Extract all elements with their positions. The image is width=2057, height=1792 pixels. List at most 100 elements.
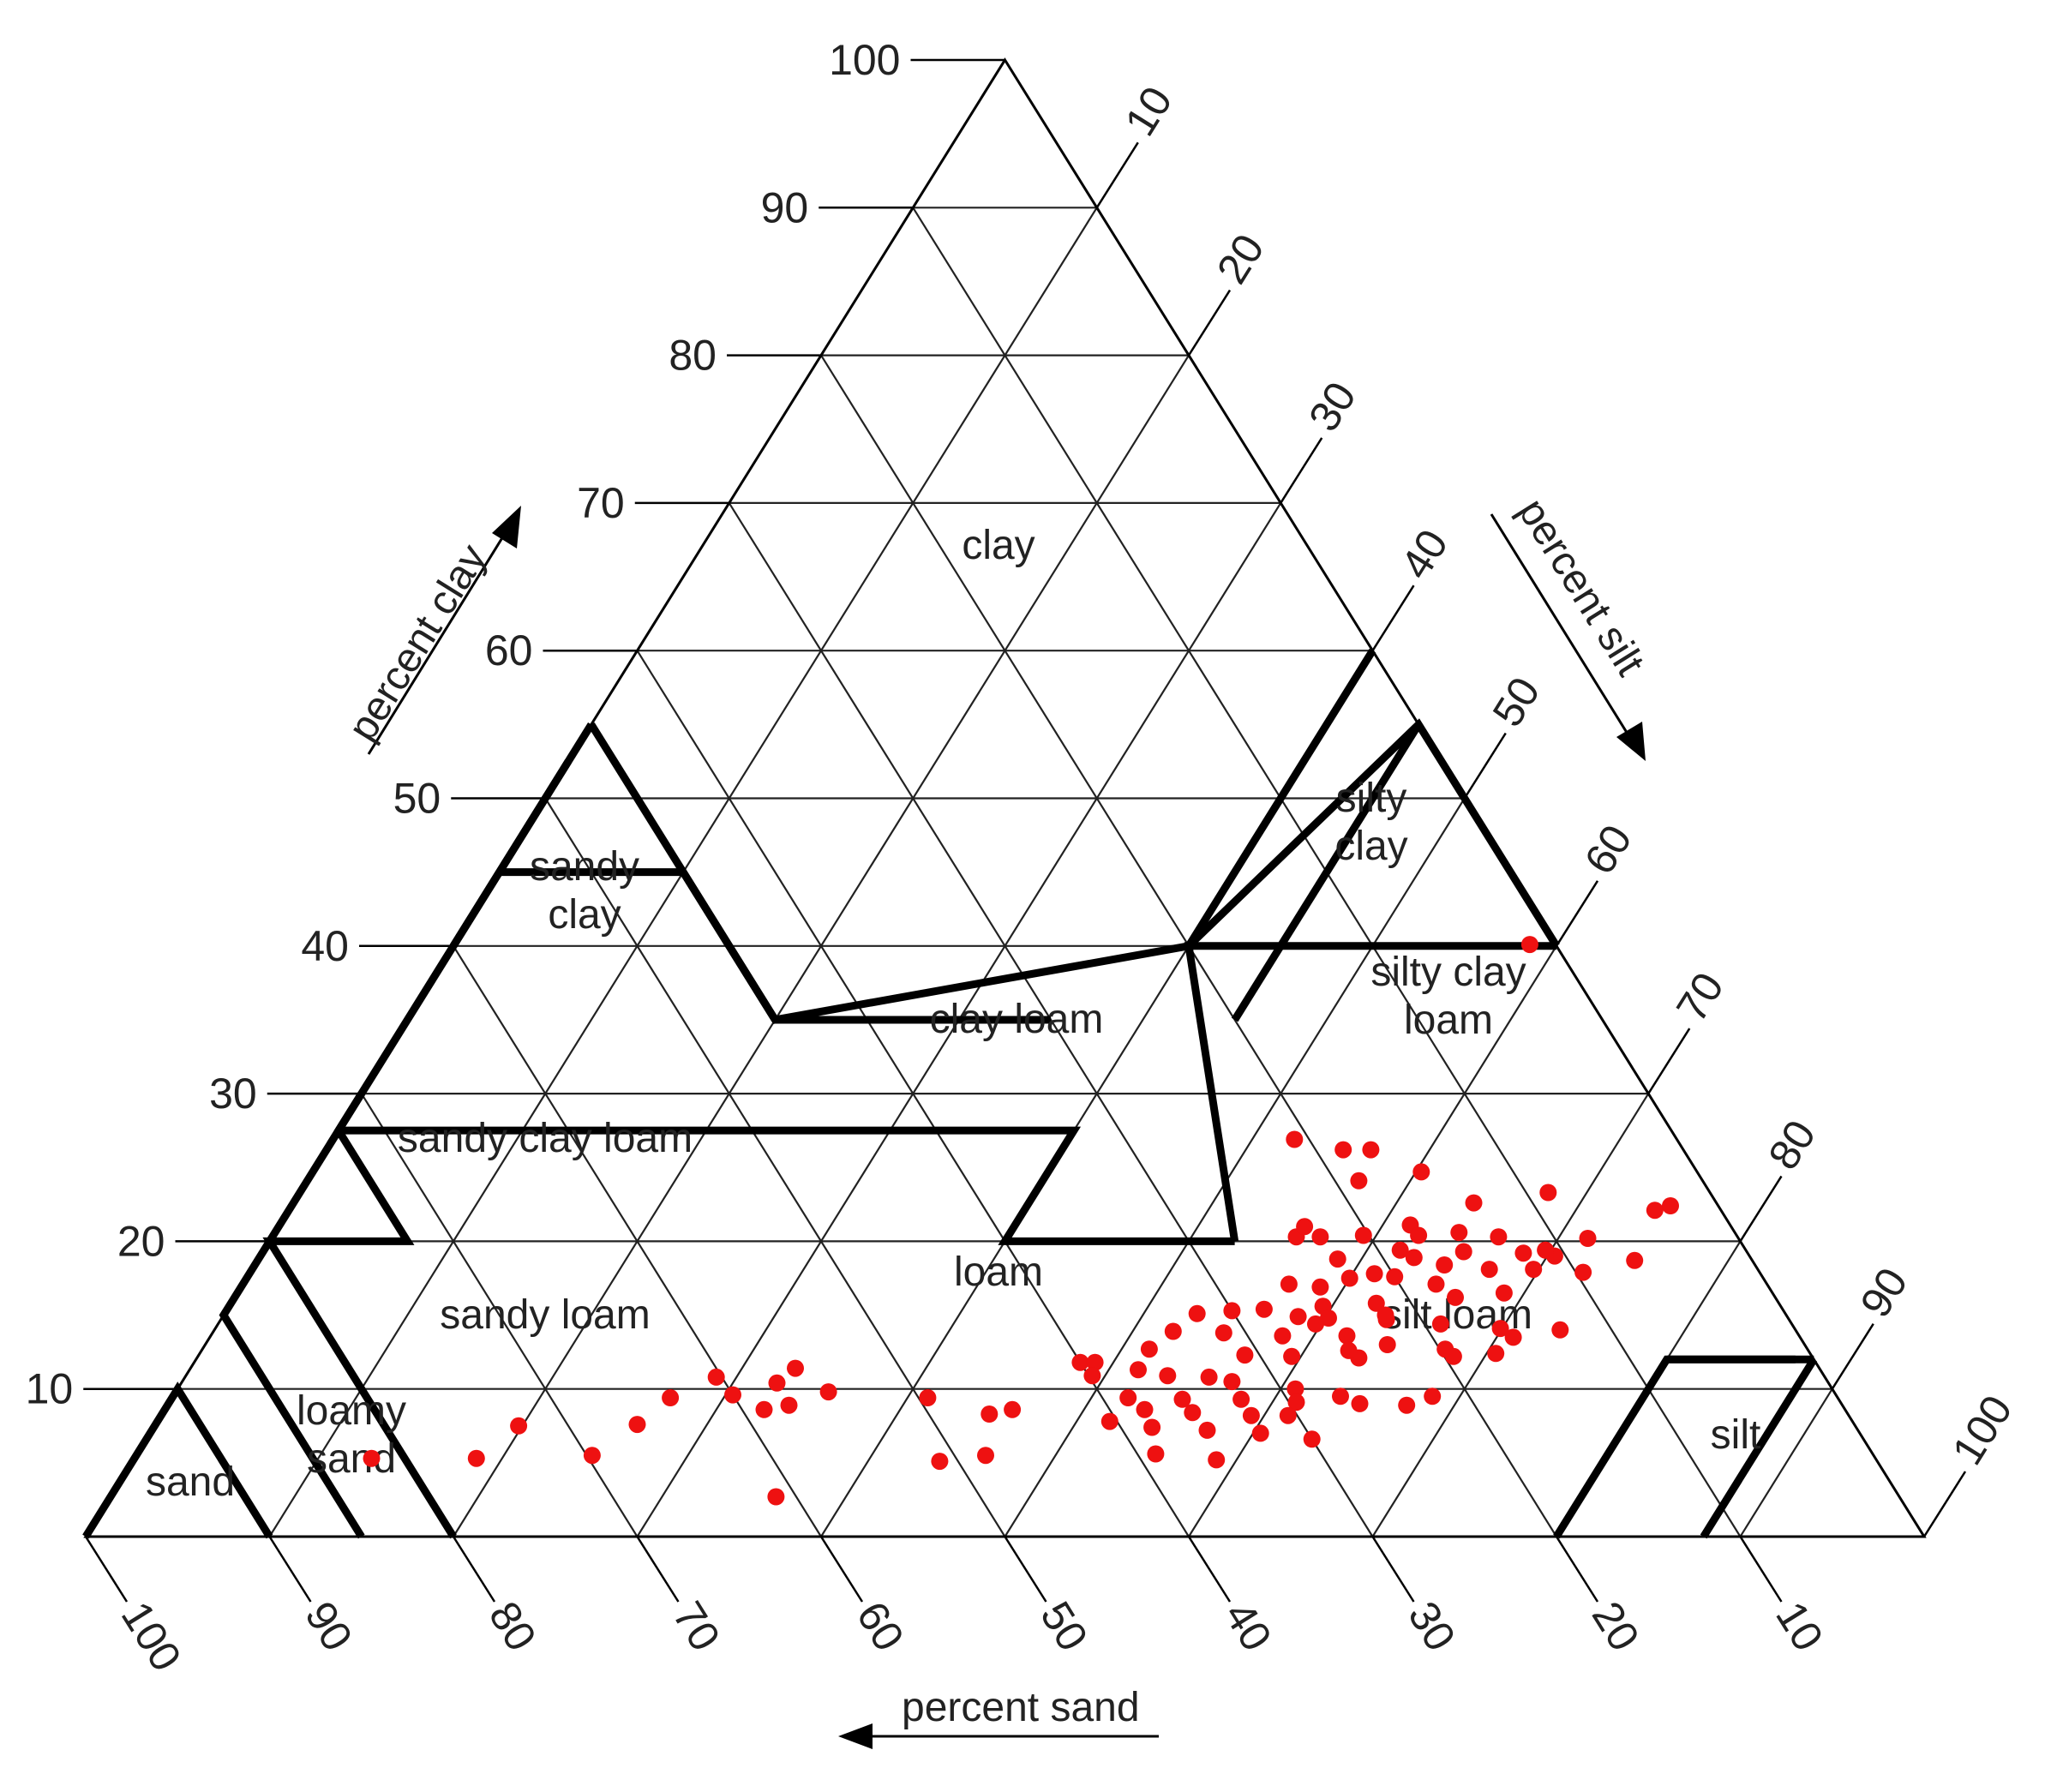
sample-point-111 (1340, 1341, 1358, 1359)
sand-tick-label-80: 80 (480, 1593, 546, 1659)
sand-tick-label-60: 60 (848, 1593, 914, 1659)
silt-tick-mark-50 (1463, 732, 1507, 800)
silt-tick-mark-70 (1647, 1028, 1691, 1094)
sample-point-67 (1136, 1400, 1154, 1418)
sand-tick-label-70: 70 (663, 1593, 729, 1659)
sample-point-69 (1242, 1406, 1260, 1424)
sample-point-105 (1626, 1251, 1644, 1269)
sample-point-106 (1537, 1241, 1555, 1259)
grid-lines (177, 207, 1833, 1537)
class-boundary-9 (338, 1126, 1235, 1245)
sand-tick-mark-50 (1004, 1536, 1047, 1603)
silt-tick-mark-100 (1922, 1471, 1967, 1537)
sample-point-59 (1332, 1387, 1349, 1405)
sample-point-44 (1274, 1327, 1292, 1345)
grid-line-sand-50 (544, 797, 1006, 1537)
silt-tick-mark-60 (1555, 880, 1599, 947)
grid-line-silt-50 (1004, 797, 1466, 1537)
region-label-sandy-clay-loam-0: sandy clay loam (398, 1116, 693, 1161)
sample-point-58 (1286, 1380, 1304, 1398)
clay-tick-label-40: 40 (301, 922, 349, 970)
sample-point-3 (1362, 1141, 1380, 1159)
sample-point-23 (1525, 1261, 1543, 1279)
region-label-clay-loam-0: clay loam (930, 997, 1104, 1042)
sample-point-25 (1365, 1265, 1383, 1283)
sample-point-107 (1279, 1406, 1297, 1424)
silt-tick-mark-80 (1739, 1175, 1783, 1243)
sand-tick-mark-100 (84, 1536, 129, 1603)
sample-point-32 (1367, 1294, 1385, 1312)
clay-tick-label-70: 70 (577, 479, 625, 527)
clay-tick-label-90: 90 (761, 183, 809, 231)
sample-point-96 (1444, 1347, 1462, 1365)
silt-axis-arrow-line (1490, 513, 1634, 743)
sample-point-101 (1662, 1197, 1679, 1214)
silt-tick-label-100: 100 (1943, 1387, 2022, 1472)
silt-tick-label-20: 20 (1208, 226, 1274, 292)
sample-point-27 (1340, 1269, 1358, 1287)
sample-point-40 (1431, 1315, 1449, 1333)
silt-tick-label-10: 10 (1116, 78, 1182, 144)
sample-point-76 (1208, 1451, 1226, 1469)
sample-point-29 (1280, 1275, 1298, 1293)
sample-point-63 (1232, 1390, 1250, 1408)
sample-point-46 (1378, 1336, 1396, 1353)
sample-point-0 (1520, 936, 1538, 954)
sand-tick-label-30: 30 (1399, 1593, 1465, 1659)
sample-point-37 (1289, 1308, 1307, 1326)
sand-tick-mark-10 (1739, 1536, 1783, 1603)
sample-point-77 (819, 1383, 837, 1401)
sample-point-102 (1350, 1172, 1368, 1190)
sample-point-28 (1427, 1275, 1445, 1293)
silt-tick-label-90: 90 (1851, 1260, 1917, 1326)
clay-tick-label-20: 20 (117, 1217, 165, 1265)
sample-point-89 (510, 1417, 528, 1435)
sample-point-62 (1173, 1390, 1191, 1408)
sample-point-4 (1412, 1163, 1430, 1181)
sample-point-64 (1287, 1393, 1305, 1411)
class-boundary-10 (1184, 942, 1556, 1243)
class-boundary-6 (588, 648, 1376, 1024)
sand-tick-mark-80 (452, 1536, 496, 1603)
region-label-silty-clay-loam-0: silty clay (1370, 950, 1526, 995)
sample-point-91 (628, 1416, 646, 1434)
sample-point-50 (1283, 1347, 1301, 1365)
sand-tick-label-20: 20 (1583, 1593, 1649, 1659)
sand-tick-mark-40 (1187, 1536, 1232, 1603)
sample-point-104 (1551, 1321, 1569, 1339)
silt-tick-mark-90 (1831, 1323, 1874, 1390)
sample-point-24 (1574, 1263, 1592, 1281)
region-label-silty-clay-0: silty (1336, 776, 1407, 821)
sample-point-13 (1311, 1228, 1329, 1246)
sample-point-15 (1391, 1241, 1409, 1259)
region-label-clay-0: clay (962, 523, 1034, 568)
sample-point-79 (1004, 1400, 1022, 1418)
sample-point-100 (1539, 1184, 1557, 1202)
grid-line-silt-90 (1739, 1388, 1833, 1537)
sample-point-80 (981, 1405, 999, 1423)
sample-point-60 (1424, 1387, 1442, 1405)
sample-point-8 (1490, 1228, 1508, 1246)
clay-tick-label-30: 30 (209, 1070, 257, 1118)
silt-tick-label-50: 50 (1484, 668, 1550, 734)
clay-axis-title: percent clay (339, 536, 495, 749)
sample-point-1 (1286, 1130, 1304, 1148)
sample-point-19 (1405, 1249, 1423, 1267)
sample-point-17 (1514, 1244, 1532, 1262)
grid-line-silt-60 (1188, 945, 1557, 1537)
silt-tick-label-80: 80 (1759, 1112, 1825, 1178)
sample-point-83 (707, 1368, 725, 1386)
sample-point-66 (1398, 1396, 1416, 1414)
silt-tick-mark-40 (1371, 584, 1415, 651)
sample-point-93 (780, 1396, 798, 1414)
sample-point-11 (1410, 1226, 1428, 1244)
sample-point-52 (1071, 1353, 1089, 1371)
sample-point-56 (1200, 1368, 1218, 1386)
sample-point-82 (787, 1359, 804, 1377)
sample-point-53 (1086, 1353, 1104, 1371)
sample-point-26 (1386, 1268, 1404, 1286)
clay-tick-label-60: 60 (485, 626, 533, 674)
sample-point-99 (1296, 1218, 1314, 1236)
